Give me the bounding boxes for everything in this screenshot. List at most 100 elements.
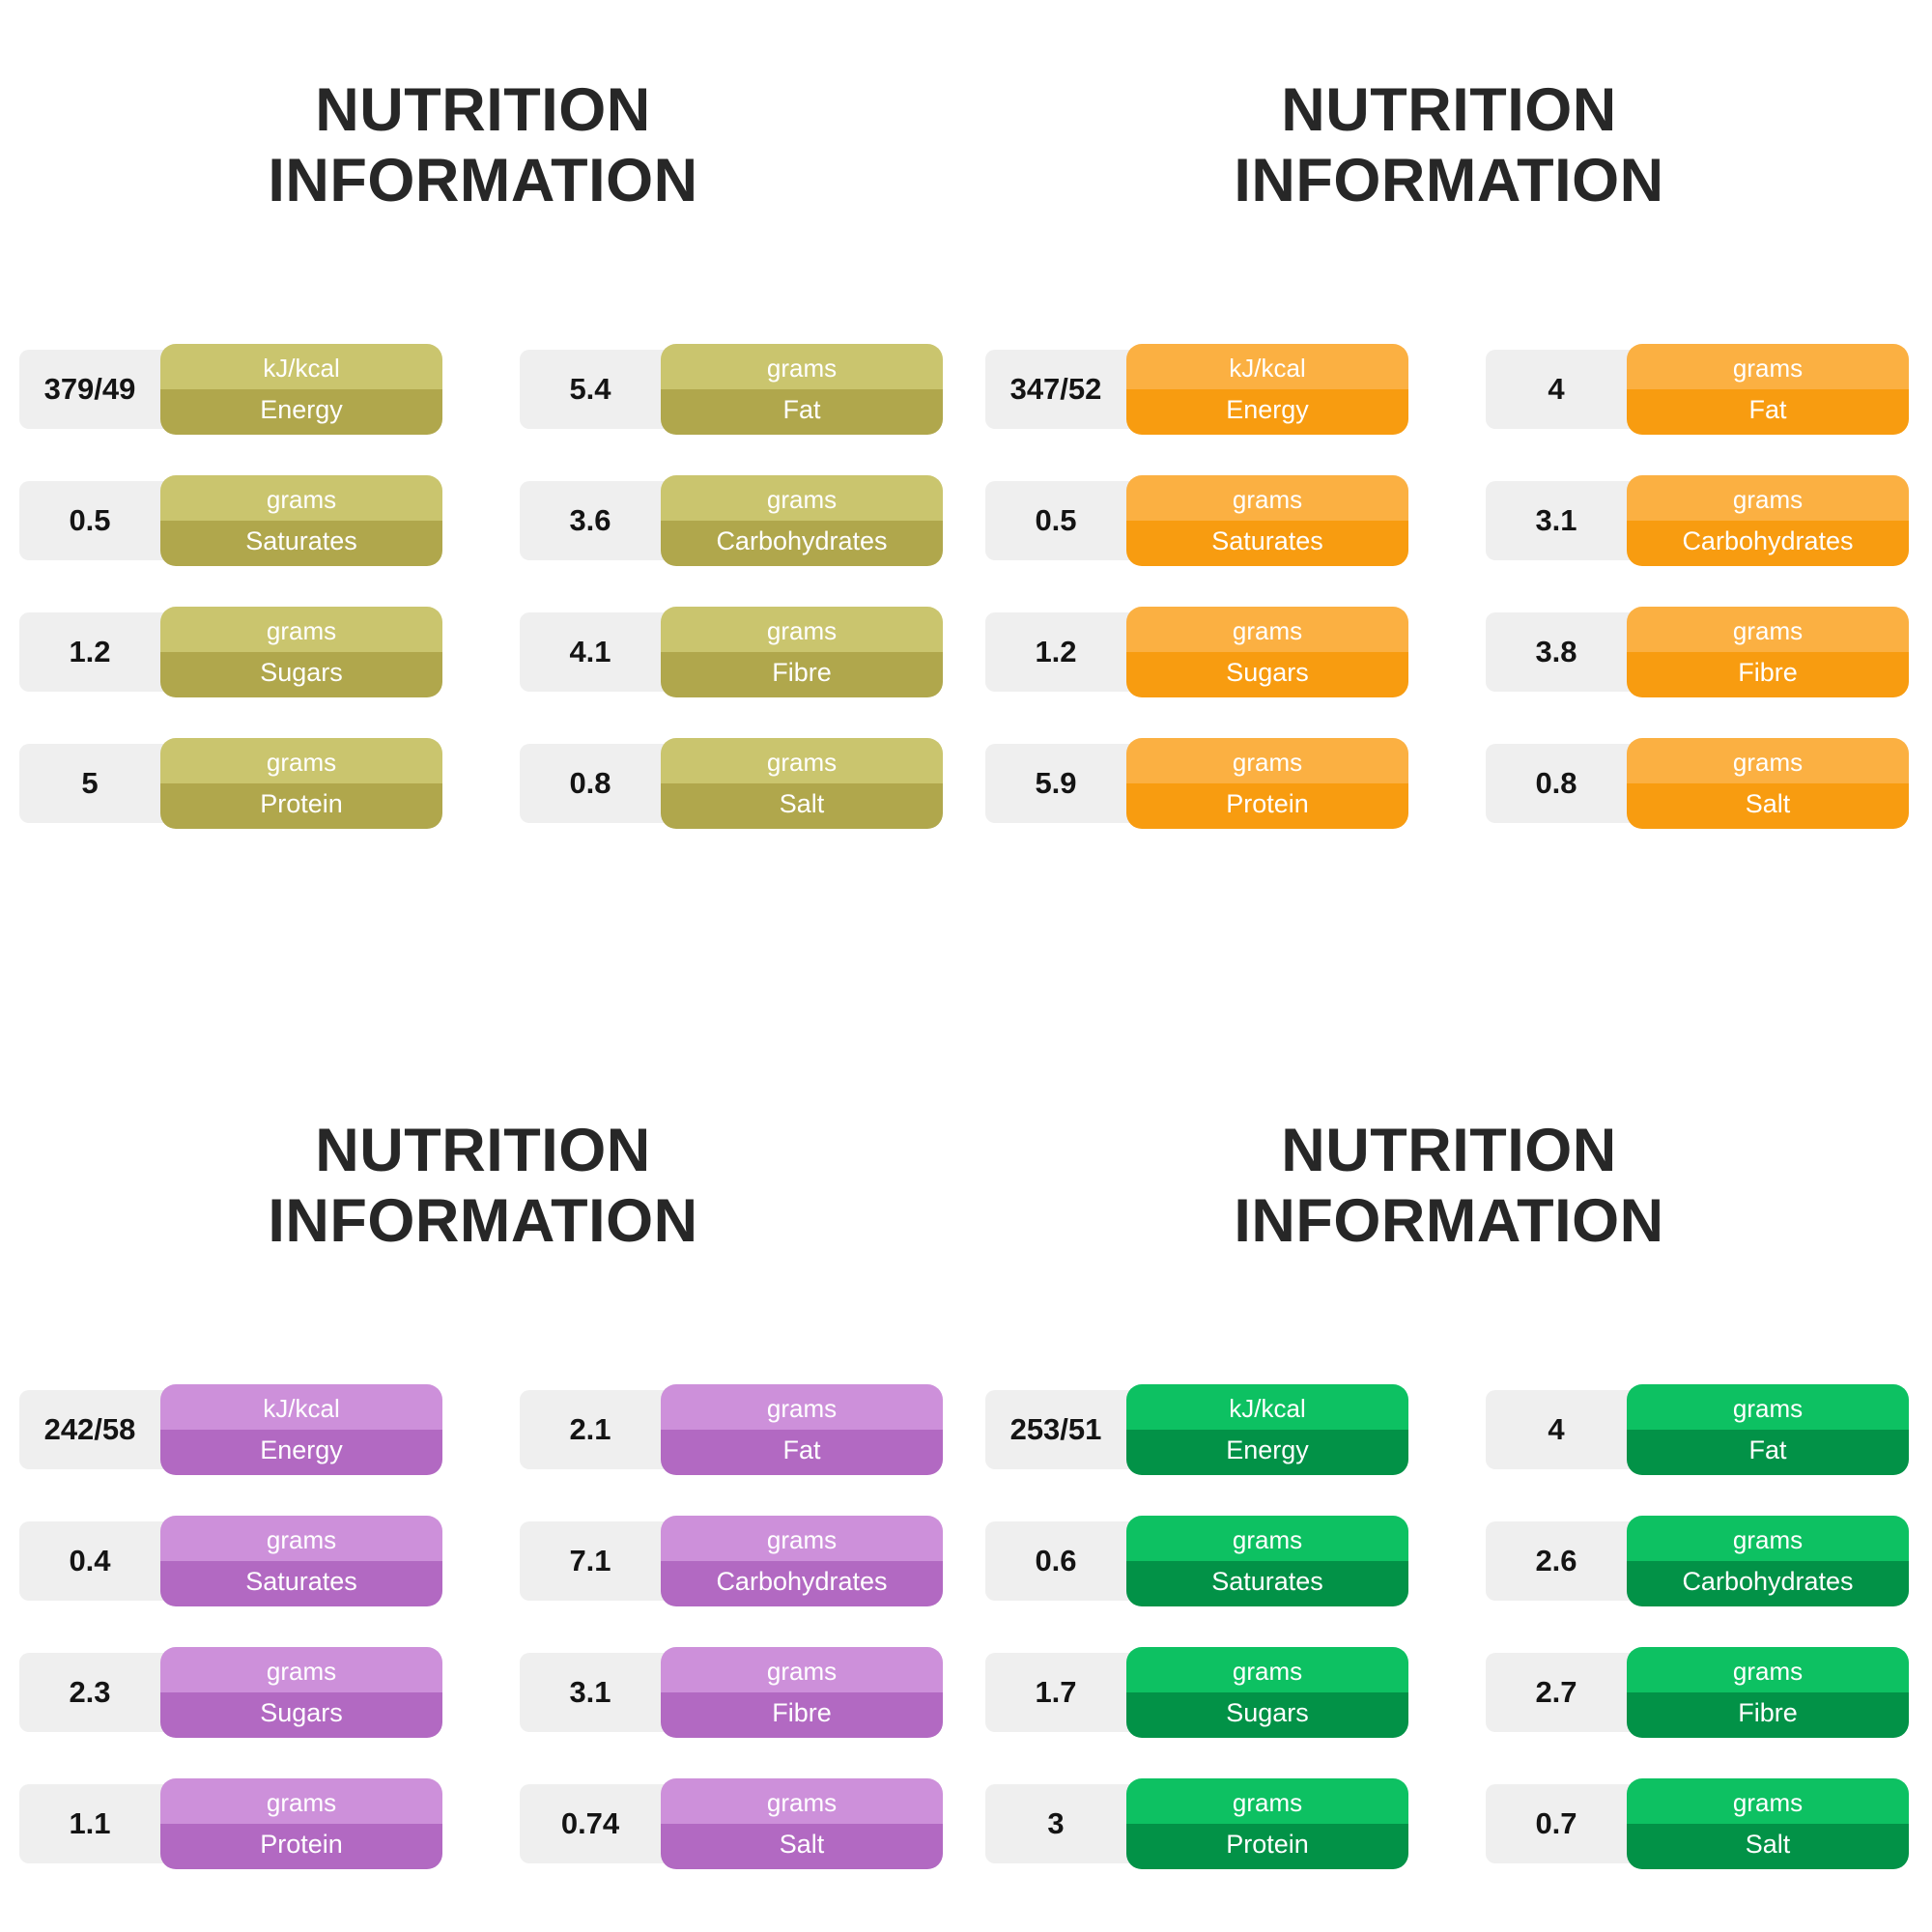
unit-text: grams [1627, 738, 1909, 784]
unit-text: grams [661, 607, 943, 653]
nutrient-name: Salt [1627, 783, 1909, 830]
unit-text: grams [1126, 738, 1408, 784]
panel-orange: NUTRITION INFORMATION 347/52 kJ/kcal Ene… [966, 0, 1932, 966]
badge-carbohydrates: 7.1 grams Carbohydrates [520, 1516, 943, 1607]
nutrient-name: Energy [1126, 389, 1408, 436]
nutrient-value: 242/58 [43, 1412, 136, 1447]
nutrient-name: Fibre [1627, 652, 1909, 698]
nutrient-pill: kJ/kcal Energy [1126, 1384, 1408, 1476]
panel-title: NUTRITION INFORMATION [0, 1116, 966, 1257]
unit-text: grams [1627, 344, 1909, 390]
badge-protein: 3 grams Protein [985, 1778, 1408, 1870]
unit-text: grams [160, 738, 442, 784]
nutrient-value: 3.8 [1535, 635, 1577, 669]
nutrient-pill: grams Fat [1627, 344, 1909, 436]
badge-grid: 242/58 kJ/kcal Energy 2.1 grams Fat 0.4 … [19, 1384, 943, 1870]
nutrient-value: 5.4 [569, 372, 611, 407]
nutrient-value: 3.6 [569, 503, 611, 538]
nutrient-name: Saturates [160, 521, 442, 567]
nutrient-value: 379/49 [43, 372, 136, 407]
nutrient-pill: grams Saturates [160, 1516, 442, 1607]
nutrient-name: Fibre [661, 652, 943, 698]
panel-title-line1: NUTRITION [315, 76, 651, 144]
nutrient-value: 3.1 [569, 1675, 611, 1710]
nutrient-pill: grams Carbohydrates [1627, 1516, 1909, 1607]
panel-title-line2: INFORMATION [1234, 147, 1664, 215]
badge-saturates: 0.4 grams Saturates [19, 1516, 442, 1607]
nutrient-value: 0.8 [1535, 766, 1577, 801]
panel-title: NUTRITION INFORMATION [966, 75, 1932, 216]
unit-text: grams [160, 1516, 442, 1562]
panel-title-line1: NUTRITION [315, 1117, 651, 1184]
panel-green: NUTRITION INFORMATION 253/51 kJ/kcal Ene… [966, 966, 1932, 1932]
nutrient-name: Sugars [1126, 1692, 1408, 1739]
unit-text: kJ/kcal [1126, 344, 1408, 390]
badge-salt: 0.8 grams Salt [1486, 738, 1909, 830]
badge-fibre: 3.8 grams Fibre [1486, 607, 1909, 698]
nutrient-value: 0.6 [1035, 1544, 1077, 1578]
badge-fibre: 3.1 grams Fibre [520, 1647, 943, 1739]
badge-carbohydrates: 2.6 grams Carbohydrates [1486, 1516, 1909, 1607]
nutrient-pill: grams Saturates [1126, 475, 1408, 567]
nutrient-value: 0.74 [560, 1806, 620, 1841]
nutrient-name: Salt [661, 783, 943, 830]
unit-text: grams [1126, 475, 1408, 522]
badge-carbohydrates: 3.6 grams Carbohydrates [520, 475, 943, 567]
unit-text: grams [661, 344, 943, 390]
unit-text: kJ/kcal [160, 344, 442, 390]
nutrient-name: Sugars [1126, 652, 1408, 698]
panel-olive: NUTRITION INFORMATION 379/49 kJ/kcal Ene… [0, 0, 966, 966]
unit-text: grams [1627, 1516, 1909, 1562]
nutrient-name: Carbohydrates [661, 521, 943, 567]
badge-saturates: 0.5 grams Saturates [985, 475, 1408, 567]
panel-title-line2: INFORMATION [268, 147, 698, 215]
nutrient-pill: grams Salt [1627, 738, 1909, 830]
badge-carbohydrates: 3.1 grams Carbohydrates [1486, 475, 1909, 567]
badge-energy: 253/51 kJ/kcal Energy [985, 1384, 1408, 1476]
badge-protein: 5.9 grams Protein [985, 738, 1408, 830]
badge-fibre: 2.7 grams Fibre [1486, 1647, 1909, 1739]
badge-energy: 347/52 kJ/kcal Energy [985, 344, 1408, 436]
badge-energy: 379/49 kJ/kcal Energy [19, 344, 442, 436]
nutrient-pill: grams Fat [661, 1384, 943, 1476]
nutrient-name: Fat [661, 389, 943, 436]
nutrient-pill: grams Carbohydrates [661, 475, 943, 567]
badge-sugars: 1.2 grams Sugars [985, 607, 1408, 698]
nutrient-pill: grams Fibre [661, 1647, 943, 1739]
unit-text: grams [1126, 1778, 1408, 1825]
nutrient-pill: grams Sugars [160, 607, 442, 698]
panel-title-line1: NUTRITION [1281, 1117, 1617, 1184]
nutrient-value: 4 [1548, 1412, 1565, 1447]
unit-text: grams [1126, 607, 1408, 653]
badge-fat: 2.1 grams Fat [520, 1384, 943, 1476]
badge-protein: 1.1 grams Protein [19, 1778, 442, 1870]
unit-text: grams [160, 1778, 442, 1825]
nutrient-pill: grams Carbohydrates [661, 1516, 943, 1607]
unit-text: grams [160, 1647, 442, 1693]
nutrient-value: 1.7 [1035, 1675, 1077, 1710]
badge-fat: 5.4 grams Fat [520, 344, 943, 436]
nutrient-value: 0.4 [69, 1544, 111, 1578]
panel-title: NUTRITION INFORMATION [0, 75, 966, 216]
badge-grid: 379/49 kJ/kcal Energy 5.4 grams Fat 0.5 … [19, 344, 943, 830]
badge-salt: 0.7 grams Salt [1486, 1778, 1909, 1870]
badge-sugars: 2.3 grams Sugars [19, 1647, 442, 1739]
nutrient-value: 1.1 [69, 1806, 111, 1841]
nutrient-pill: grams Fat [1627, 1384, 1909, 1476]
nutrient-pill: grams Salt [661, 738, 943, 830]
unit-text: grams [661, 738, 943, 784]
badge-sugars: 1.7 grams Sugars [985, 1647, 1408, 1739]
unit-text: grams [661, 1516, 943, 1562]
nutrient-name: Sugars [160, 1692, 442, 1739]
unit-text: grams [1627, 1778, 1909, 1825]
panel-title-line2: INFORMATION [1234, 1187, 1664, 1256]
panel-title: NUTRITION INFORMATION [966, 1116, 1932, 1257]
nutrient-pill: grams Sugars [1126, 1647, 1408, 1739]
nutrient-value: 0.8 [569, 766, 611, 801]
badge-grid: 253/51 kJ/kcal Energy 4 grams Fat 0.6 gr… [985, 1384, 1909, 1870]
nutrient-name: Carbohydrates [661, 1561, 943, 1607]
nutrient-name: Fat [1627, 1430, 1909, 1476]
nutrient-value: 1.2 [69, 635, 111, 669]
badge-salt: 0.74 grams Salt [520, 1778, 943, 1870]
